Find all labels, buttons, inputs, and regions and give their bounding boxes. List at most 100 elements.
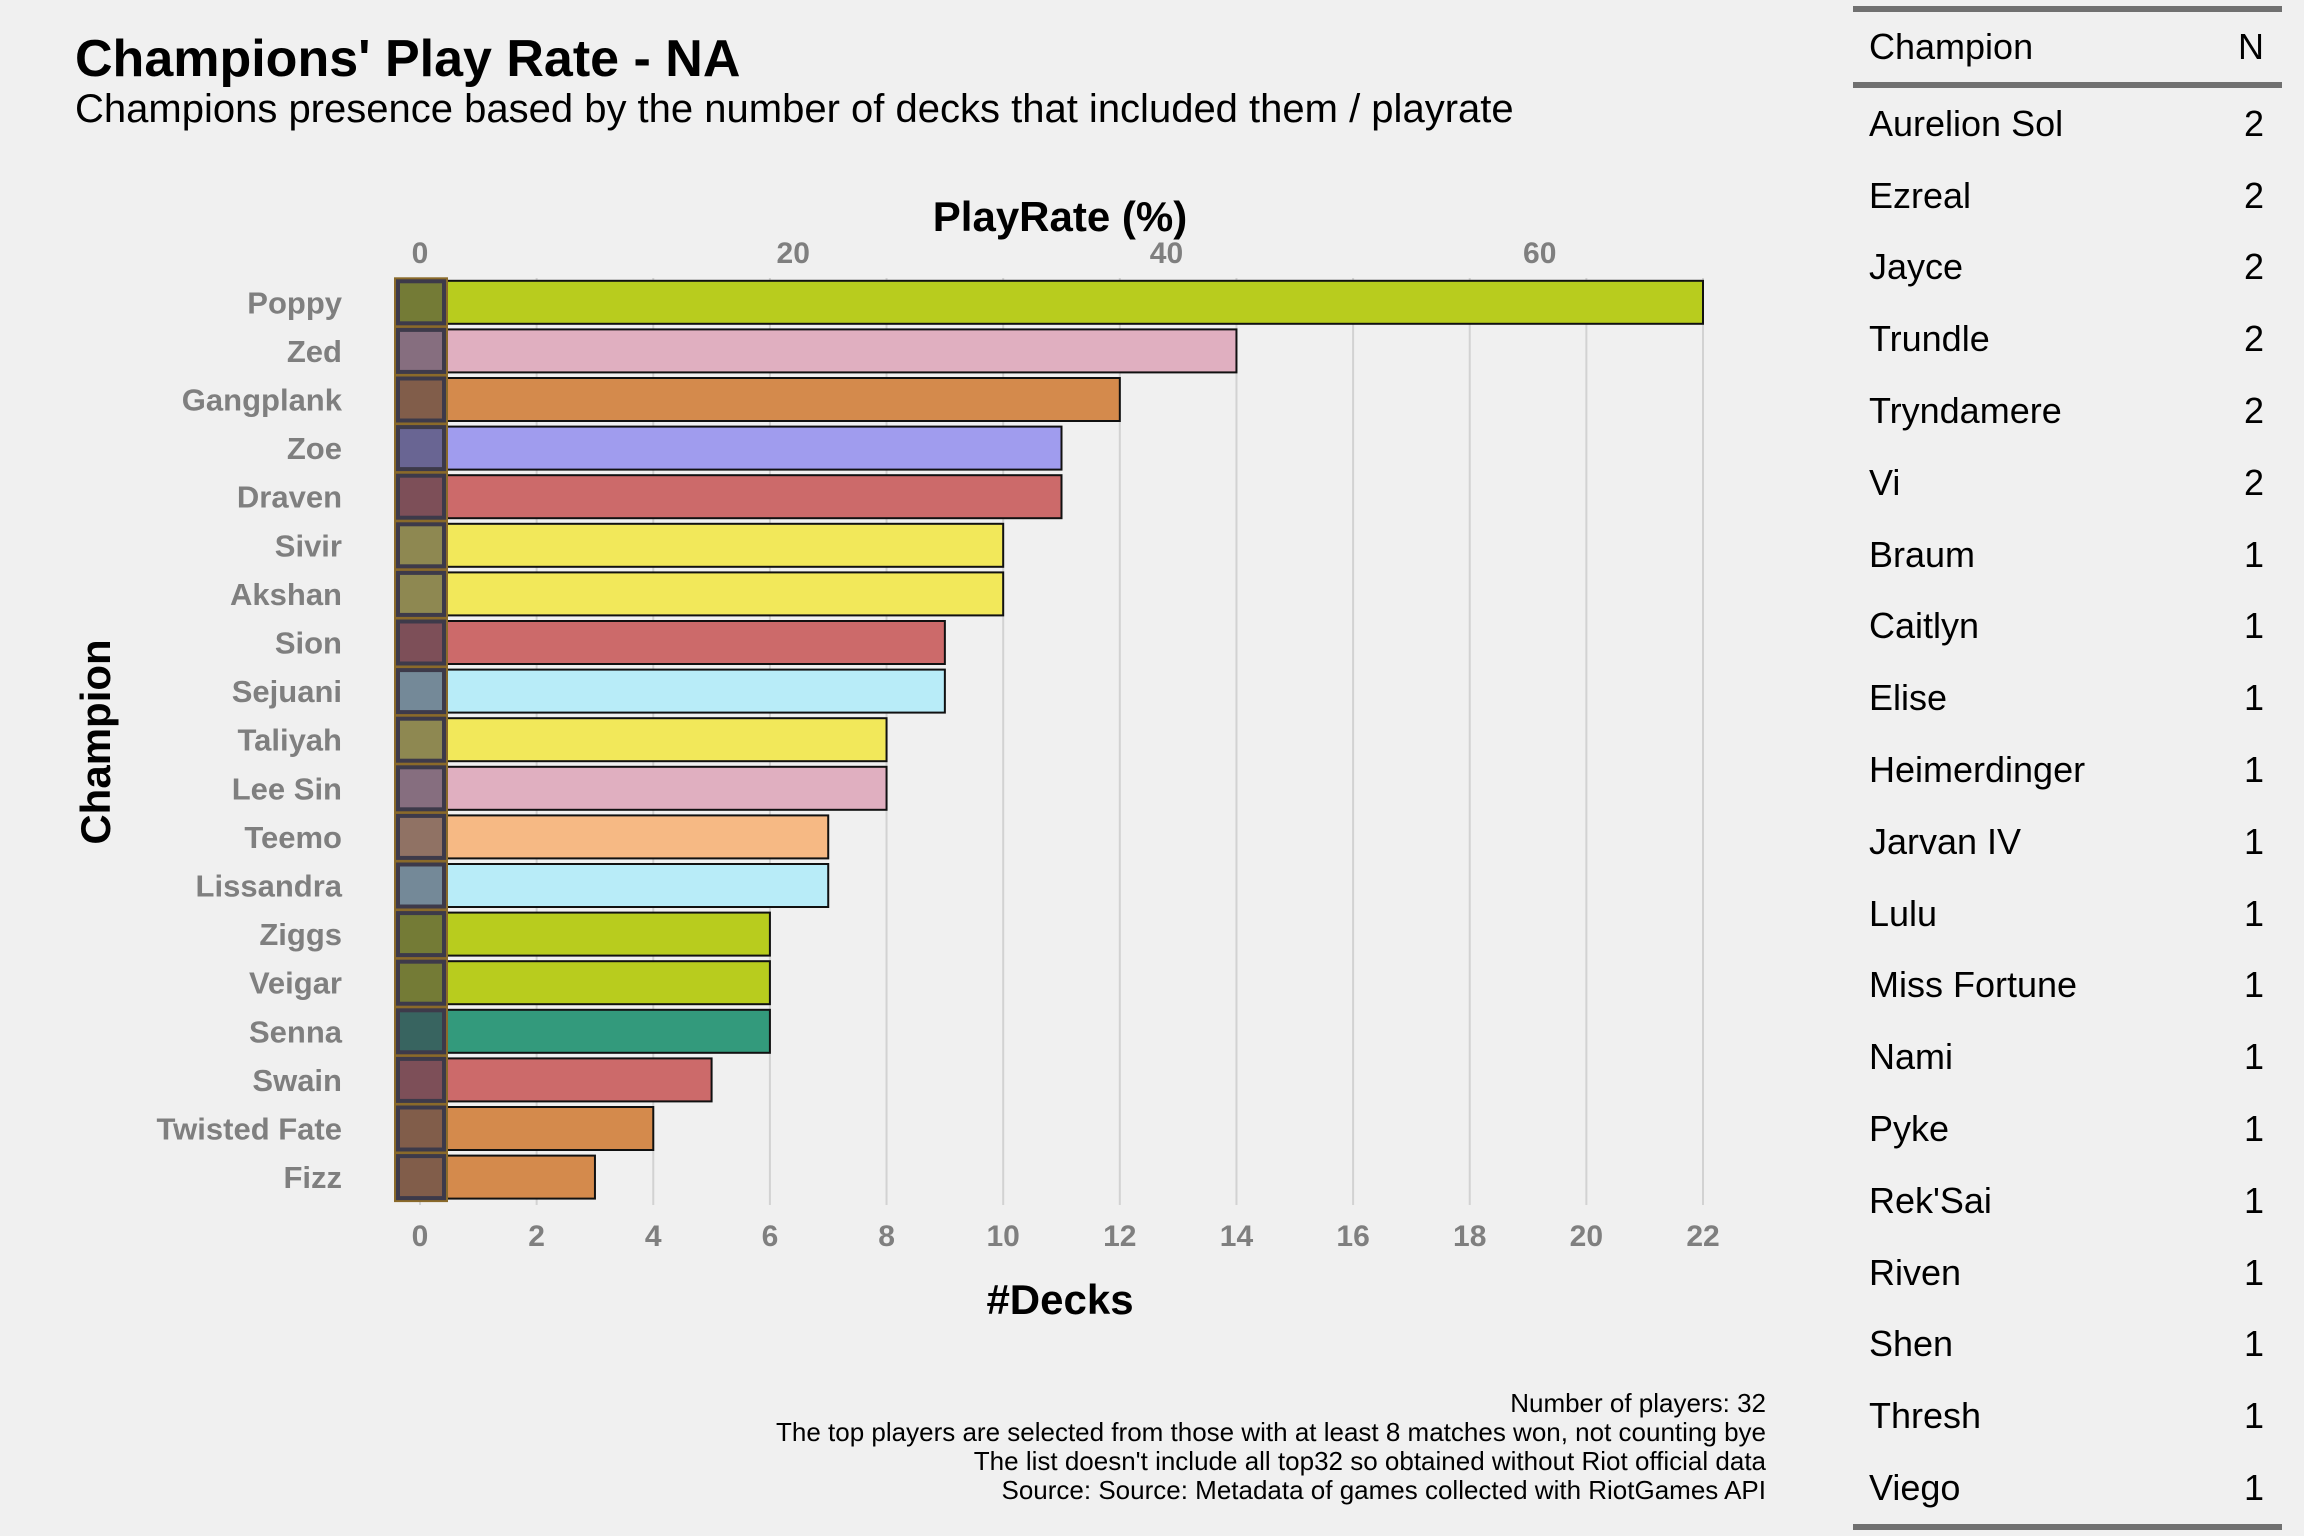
champion-thumbnail bbox=[394, 325, 448, 376]
footnote-players: Number of players: 32 bbox=[1510, 1388, 1766, 1418]
table-row: Thresh 1 bbox=[1853, 1380, 2282, 1452]
table-row: Nami 1 bbox=[1853, 1021, 2282, 1093]
category-label: Veigar bbox=[249, 966, 342, 1001]
bar bbox=[444, 328, 1238, 374]
bar bbox=[444, 571, 1005, 617]
champion-thumbnail bbox=[394, 471, 448, 522]
table-cell-n: 1 bbox=[2243, 1323, 2264, 1365]
table-cell-champion: Rek'Sai bbox=[1869, 1179, 1992, 1221]
table-row: Riven 1 bbox=[1853, 1237, 2282, 1309]
bar bbox=[444, 1057, 713, 1103]
table-cell-champion: Vi bbox=[1869, 461, 1901, 503]
bar bbox=[444, 377, 1121, 422]
bar bbox=[444, 522, 1005, 568]
table-cell-champion: Tryndamere bbox=[1869, 390, 2062, 432]
category-label: Draven bbox=[237, 480, 342, 515]
bar bbox=[444, 425, 1063, 471]
table-cell-champion: Viego bbox=[1869, 1467, 1961, 1509]
bar bbox=[444, 911, 771, 957]
x2-tick-label: 0 bbox=[412, 237, 429, 270]
x-tick-label: 18 bbox=[1453, 1220, 1486, 1253]
category-label: Twisted Fate bbox=[157, 1112, 342, 1147]
table-cell-n: 1 bbox=[2243, 1251, 2264, 1293]
champion-thumbnail bbox=[394, 666, 448, 717]
table-row: Elise 1 bbox=[1853, 662, 2282, 734]
table-cell-n: 1 bbox=[2243, 1395, 2264, 1437]
category-labels: Poppy Zed Gangplank Zoe Draven Sivir Akshan Sio… bbox=[157, 285, 343, 1195]
table-cell-n: 2 bbox=[2243, 246, 2264, 288]
table-row: Caitlyn 1 bbox=[1853, 591, 2282, 663]
table-cell-n: 1 bbox=[2243, 605, 2264, 647]
x-tick-label: 12 bbox=[1103, 1220, 1136, 1253]
x-tick-label: 16 bbox=[1336, 1220, 1369, 1253]
x-tick-label: 22 bbox=[1686, 1220, 1719, 1253]
table-cell-n: 2 bbox=[2243, 461, 2264, 503]
table-row: Ezreal 2 bbox=[1853, 160, 2282, 232]
table-cell-n: 1 bbox=[2243, 892, 2264, 934]
table-cell-champion: Jayce bbox=[1869, 246, 1964, 288]
table-header: Champion N bbox=[1853, 12, 2282, 88]
x-tick-label: 2 bbox=[528, 1220, 545, 1253]
table-row: Shen 1 bbox=[1853, 1309, 2282, 1381]
bar bbox=[444, 717, 888, 763]
table-cell-n: 1 bbox=[2243, 749, 2264, 791]
footnotes: Number of players: 32 The top players ar… bbox=[776, 1388, 1767, 1505]
table-cell-champion: Elise bbox=[1869, 677, 1948, 719]
champion-thumbnail bbox=[394, 714, 448, 765]
champion-thumbnail bbox=[394, 1054, 448, 1105]
x-tick-label: 10 bbox=[986, 1220, 1019, 1253]
footnote-list: The list doesn't include all top32 so ob… bbox=[974, 1446, 1767, 1476]
table-row: Trundle 2 bbox=[1853, 303, 2282, 375]
category-label: Fizz bbox=[283, 1160, 342, 1195]
category-label: Poppy bbox=[247, 285, 342, 320]
table-cell-champion: Jarvan IV bbox=[1869, 820, 2022, 862]
table-row: Heimerdinger 1 bbox=[1853, 734, 2282, 806]
table-cell-champion: Nami bbox=[1869, 1036, 1954, 1078]
category-label: Sion bbox=[275, 626, 342, 661]
table-cell-n: 1 bbox=[2243, 1179, 2264, 1221]
category-label: Gangplank bbox=[182, 383, 343, 418]
x-tick-label: 20 bbox=[1570, 1220, 1603, 1253]
footnote-source: Source: Source: Metadata of games collec… bbox=[1002, 1475, 1767, 1505]
table-cell-n: 2 bbox=[2243, 102, 2264, 144]
category-label: Zoe bbox=[287, 431, 342, 466]
table-cell-n: 1 bbox=[2243, 677, 2264, 719]
table-row: Aurelion Sol 2 bbox=[1853, 88, 2282, 160]
category-label: Senna bbox=[249, 1014, 343, 1049]
champion-thumbnails bbox=[394, 277, 448, 1203]
table-cell-champion: Riven bbox=[1869, 1251, 1962, 1293]
bar bbox=[444, 1154, 596, 1200]
table-body: Aurelion Sol 2 Ezreal 2 Jayce 2 Trundle 2 Trynda… bbox=[1853, 88, 2282, 1524]
champion-thumbnail bbox=[394, 1006, 448, 1057]
x2-axis-title: PlayRate (%) bbox=[933, 193, 1187, 240]
x2-tick-labels: 0 20 40 60 bbox=[412, 237, 1557, 270]
table-cell-champion: Lulu bbox=[1869, 892, 1938, 934]
x-tick-label: 8 bbox=[878, 1220, 895, 1253]
table-cell-champion: Caitlyn bbox=[1869, 605, 1980, 647]
bar bbox=[444, 620, 946, 665]
chart-subtitle: Champions presence based by the number o… bbox=[75, 87, 1514, 131]
table-cell-n: 1 bbox=[2243, 964, 2264, 1006]
x-tick-label: 0 bbox=[412, 1220, 429, 1253]
y-axis-title: Champion bbox=[72, 639, 119, 844]
champion-thumbnail bbox=[394, 957, 448, 1008]
table-row: Pyke 1 bbox=[1853, 1093, 2282, 1165]
table-cell-n: 2 bbox=[2243, 318, 2264, 360]
table-header-n: N bbox=[2238, 26, 2264, 67]
category-label: Sivir bbox=[275, 528, 342, 563]
category-label: Zed bbox=[287, 334, 342, 369]
champion-thumbnail bbox=[394, 860, 448, 911]
bar bbox=[444, 863, 830, 908]
bar bbox=[444, 474, 1063, 520]
x2-tick-label: 60 bbox=[1523, 237, 1556, 270]
table-cell-n: 1 bbox=[2243, 820, 2264, 862]
bar bbox=[444, 765, 888, 811]
table-bottom-rule bbox=[1853, 1523, 2282, 1530]
table-cell-champion: Miss Fortune bbox=[1869, 964, 2078, 1006]
champion-thumbnail bbox=[394, 374, 448, 425]
champion-thumbnail bbox=[394, 763, 448, 814]
category-label: Lee Sin bbox=[232, 771, 342, 806]
champion-thumbnail bbox=[394, 277, 448, 328]
chart: Champions' Play Rate - NA Champions pres… bbox=[72, 30, 1767, 1505]
table-header-champion: Champion bbox=[1869, 26, 2034, 67]
